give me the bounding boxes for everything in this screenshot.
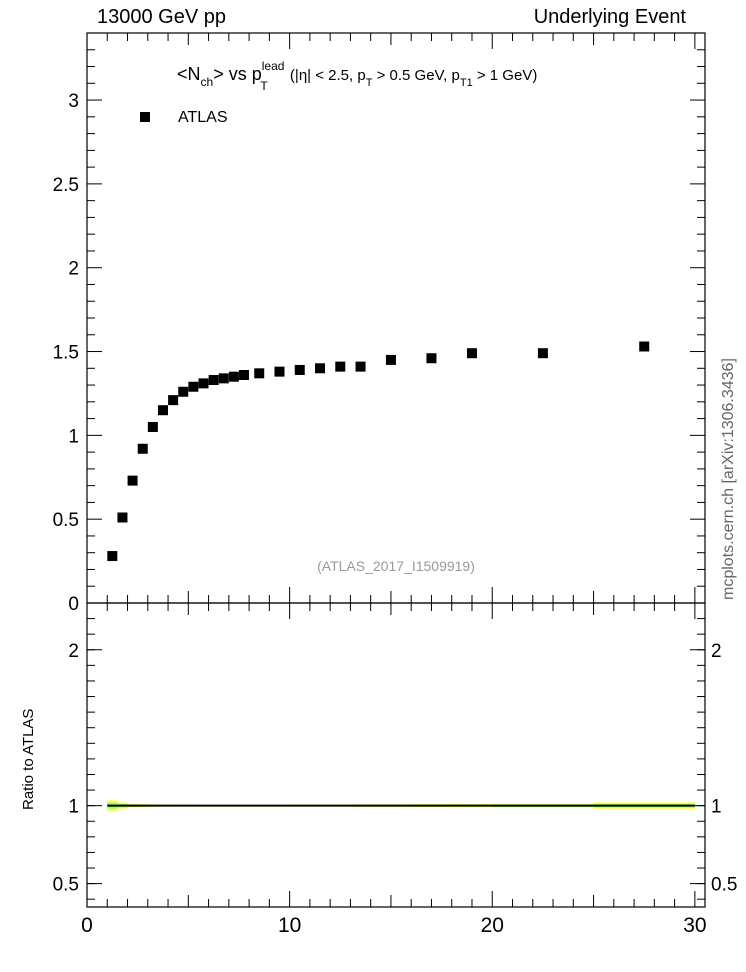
data-point: [138, 444, 148, 454]
data-point: [538, 348, 548, 358]
y-tick-label: 2: [68, 259, 79, 280]
ratio-frame: [87, 603, 705, 907]
data-point: [107, 551, 117, 561]
ratio-y-tick-label: 2: [68, 641, 79, 662]
data-point: [117, 513, 127, 523]
data-point: [639, 342, 649, 352]
ratio-y-tick-label-right: 2: [711, 641, 722, 662]
ratio-y-tick-label: 1: [68, 797, 79, 818]
y-tick-label: 0.5: [53, 510, 79, 531]
ratio-y-tick-label: 0.5: [53, 875, 79, 896]
y-tick-label: 1.5: [53, 343, 79, 364]
legend-label: ATLAS: [178, 109, 228, 126]
x-tick-label: 10: [278, 914, 301, 937]
legend-marker: [140, 112, 150, 122]
x-tick-label: 20: [481, 914, 504, 937]
data-point: [128, 476, 138, 486]
y-tick-label: 3: [68, 91, 79, 112]
x-tick-label: 30: [683, 914, 706, 937]
y-tick-label: 1: [68, 426, 79, 447]
data-point: [335, 362, 345, 372]
data-point: [209, 375, 219, 385]
ratio-y-tick-label-right: 0.5: [711, 875, 737, 896]
data-point: [467, 348, 477, 358]
analysis-watermark: (ATLAS_2017_I1509919): [317, 558, 475, 574]
data-point: [178, 387, 188, 397]
data-point: [315, 363, 325, 373]
data-points: [107, 342, 649, 562]
data-point: [426, 353, 436, 363]
y-tick-label: 0: [68, 594, 79, 615]
data-point: [356, 362, 366, 372]
data-point: [254, 368, 264, 378]
data-point: [274, 367, 284, 377]
data-point: [158, 405, 168, 415]
data-point: [168, 395, 178, 405]
chart-title: <Nch> vs plead T (|η| < 2.5, pT > 0.5 GeV…: [177, 59, 537, 93]
x-tick-label: 0: [81, 914, 93, 937]
data-point: [239, 370, 249, 380]
data-point: [188, 382, 198, 392]
y-tick-label: 2.5: [53, 175, 79, 196]
data-point: [219, 373, 229, 383]
data-point: [229, 372, 239, 382]
data-point: [295, 365, 305, 375]
data-point: [148, 422, 158, 432]
data-point: [199, 378, 209, 388]
axis-ticks: 00.511.522.530 10 20 300.5 0.51 12 2: [53, 33, 738, 937]
data-point: [386, 355, 396, 365]
ratio-y-tick-label-right: 1: [711, 797, 722, 818]
